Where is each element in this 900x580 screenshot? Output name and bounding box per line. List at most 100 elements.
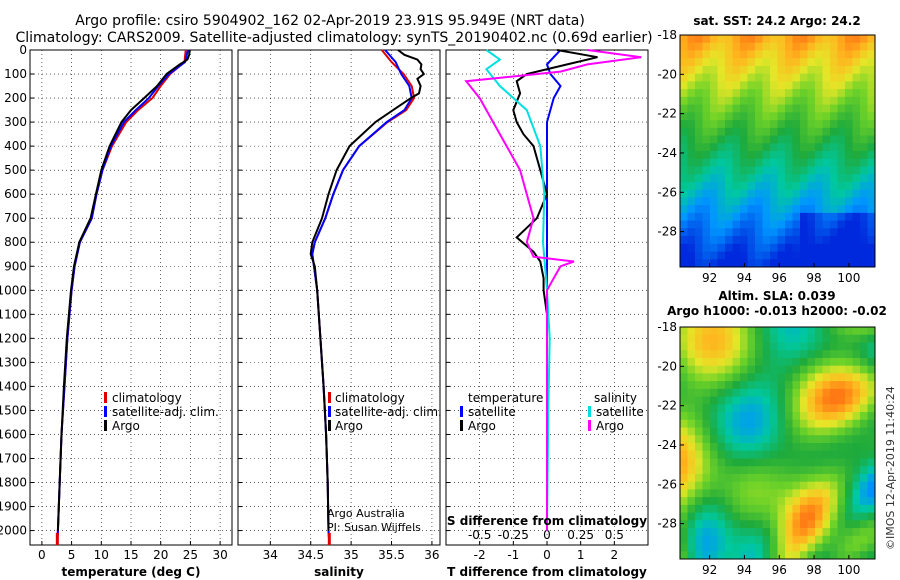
map-cell xyxy=(702,181,711,191)
legend-satellite-swatch xyxy=(104,406,107,417)
map-cell xyxy=(867,489,876,498)
map-cell xyxy=(777,65,786,75)
map-cell xyxy=(777,73,786,82)
map-cell xyxy=(830,96,838,105)
map-cell xyxy=(740,381,748,390)
map-cell xyxy=(755,334,763,343)
map-cell xyxy=(807,50,816,59)
map-cell xyxy=(695,259,703,268)
map-cell xyxy=(807,419,816,428)
map-cell xyxy=(740,528,748,537)
map-cell xyxy=(845,435,853,444)
x-tick-label: 20 xyxy=(153,548,168,562)
map-cell xyxy=(860,151,868,160)
map-cell xyxy=(740,73,748,82)
map-cell xyxy=(725,350,733,359)
map-cell xyxy=(867,427,876,436)
map-cell xyxy=(837,65,846,75)
map-cell xyxy=(815,205,823,214)
map-cell xyxy=(837,127,846,136)
map-cell xyxy=(725,212,733,221)
map-cell xyxy=(822,181,831,191)
map-cell xyxy=(740,504,748,513)
map-cell xyxy=(777,197,786,206)
map-cell xyxy=(695,135,703,144)
map-cell xyxy=(867,535,876,544)
map-cell xyxy=(680,259,688,268)
map-cell xyxy=(867,174,876,183)
map-cell xyxy=(860,135,868,144)
map-cell xyxy=(747,327,756,336)
map-cell xyxy=(710,259,718,268)
map-cell xyxy=(837,151,846,160)
legend-temperature-title: temperature xyxy=(468,391,543,405)
sla-map-title: Altim. SLA: 0.039 xyxy=(718,289,835,303)
map-cell xyxy=(852,189,861,198)
map-cell xyxy=(747,473,756,483)
map-cell xyxy=(747,205,756,214)
map-cell xyxy=(762,404,771,413)
map-cell xyxy=(800,481,808,490)
map-cell xyxy=(695,412,703,421)
map-cell xyxy=(680,504,688,513)
map-cell xyxy=(867,65,876,75)
map-cell xyxy=(740,243,748,252)
map-cell xyxy=(867,435,876,444)
map-cell xyxy=(777,342,786,351)
map-x-tick-label: 100 xyxy=(837,563,860,577)
map-cell xyxy=(777,504,786,513)
map-cell xyxy=(777,350,786,359)
map-cell xyxy=(830,350,838,359)
map-cell xyxy=(702,42,711,51)
map-cell xyxy=(732,381,741,390)
map-cell xyxy=(800,342,808,351)
map-cell xyxy=(740,412,748,421)
map-cell xyxy=(695,96,703,105)
map-cell xyxy=(770,450,778,459)
map-cell xyxy=(710,443,718,452)
map-cell xyxy=(800,373,808,382)
map-cell xyxy=(747,212,756,221)
map-cell xyxy=(747,96,756,105)
map-cell xyxy=(680,342,688,351)
map-cell xyxy=(792,220,801,229)
map-cell xyxy=(695,396,703,405)
map-cell xyxy=(785,535,793,544)
map-cell xyxy=(702,143,711,152)
y-tick-label: 2000 xyxy=(0,524,27,538)
map-cell xyxy=(770,127,778,136)
map-cell xyxy=(837,50,846,59)
map-cell xyxy=(732,520,741,529)
map-cell xyxy=(702,189,711,198)
map-cell xyxy=(785,243,793,252)
map-cell xyxy=(747,357,756,367)
map-y-tick-label: -26 xyxy=(657,185,677,199)
map-cell xyxy=(777,357,786,367)
map-cell xyxy=(792,489,801,498)
map-cell xyxy=(845,220,853,229)
map-cell xyxy=(867,58,876,67)
map-cell xyxy=(800,450,808,459)
map-cell xyxy=(755,236,763,245)
map-cell xyxy=(687,243,696,252)
map-cell xyxy=(867,197,876,206)
map-cell xyxy=(845,327,853,336)
map-cell xyxy=(845,166,853,175)
map-cell xyxy=(695,473,703,483)
map-cell xyxy=(725,342,733,351)
map-cell xyxy=(717,143,726,152)
map-cell xyxy=(680,466,688,475)
map-cell xyxy=(695,236,703,245)
map-cell xyxy=(792,551,801,560)
map-cell xyxy=(762,181,771,191)
map-cell xyxy=(770,412,778,421)
map-cell xyxy=(792,535,801,544)
map-cell xyxy=(740,228,748,237)
map-cell xyxy=(732,497,741,506)
map-cell xyxy=(732,181,741,191)
map-cell xyxy=(837,212,846,221)
map-cell xyxy=(680,512,688,521)
y-tick-label: 0 xyxy=(19,43,27,57)
figure-title-line1: Argo profile: csiro 5904902_162 02-Apr-2… xyxy=(75,13,585,29)
map-cell xyxy=(822,450,831,459)
